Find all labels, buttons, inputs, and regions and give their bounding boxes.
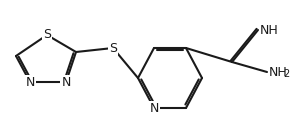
Text: N: N	[149, 102, 159, 114]
Text: S: S	[43, 29, 51, 41]
Text: S: S	[109, 41, 117, 55]
Text: 2: 2	[283, 69, 289, 79]
Text: N: N	[61, 76, 71, 88]
Text: NH: NH	[269, 65, 288, 79]
Text: N: N	[25, 76, 35, 88]
Text: NH: NH	[260, 23, 279, 37]
